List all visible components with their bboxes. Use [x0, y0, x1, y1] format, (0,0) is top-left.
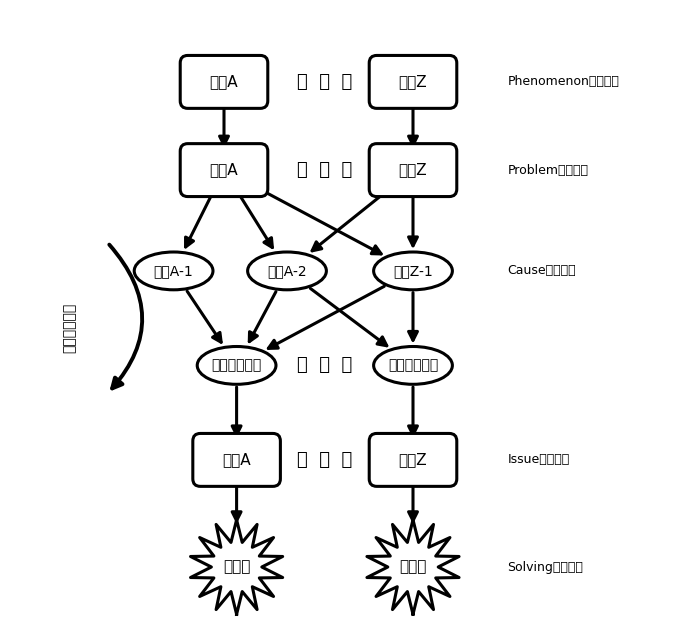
Text: 課題A: 課題A [223, 452, 251, 467]
Ellipse shape [248, 252, 326, 290]
Polygon shape [190, 520, 283, 614]
Text: 解決策: 解決策 [223, 559, 251, 575]
Text: ・  ・  ・: ・ ・ ・ [298, 161, 352, 179]
FancyArrowPatch shape [109, 244, 142, 389]
Text: Problem（問題）: Problem（問題） [508, 164, 589, 176]
Text: 問題A: 問題A [210, 163, 238, 178]
FancyBboxPatch shape [180, 144, 268, 197]
Text: Cause（原因）: Cause（原因） [508, 265, 576, 277]
Ellipse shape [374, 252, 452, 290]
Text: 原因A-1: 原因A-1 [154, 264, 193, 278]
Text: 原因の掘下げ: 原因の掘下げ [62, 302, 76, 353]
FancyBboxPatch shape [180, 55, 268, 108]
Ellipse shape [374, 346, 452, 384]
Text: Issue（課題）: Issue（課題） [508, 454, 570, 466]
Polygon shape [367, 520, 459, 614]
Text: 現象A: 現象A [210, 74, 238, 89]
Text: 原因Z-1: 原因Z-1 [393, 264, 433, 278]
Text: 課題Z: 課題Z [399, 452, 427, 467]
Text: 根っこの原因: 根っこの原因 [211, 358, 262, 372]
Ellipse shape [197, 346, 276, 384]
Text: Solving（解決）: Solving（解決） [508, 561, 583, 573]
Text: 根っこの原因: 根っこの原因 [388, 358, 438, 372]
FancyBboxPatch shape [369, 55, 457, 108]
Text: 解決策: 解決策 [399, 559, 427, 575]
Text: ・  ・  ・: ・ ・ ・ [298, 451, 352, 469]
Text: 原因A-2: 原因A-2 [267, 264, 307, 278]
Text: ・  ・  ・: ・ ・ ・ [298, 73, 352, 91]
Text: 問題Z: 問題Z [399, 163, 427, 178]
Ellipse shape [134, 252, 213, 290]
Text: ・  ・  ・: ・ ・ ・ [298, 357, 352, 374]
FancyBboxPatch shape [369, 433, 457, 486]
FancyBboxPatch shape [369, 144, 457, 197]
Text: Phenomenon（現象）: Phenomenon（現象） [508, 76, 620, 88]
Text: 現象Z: 現象Z [399, 74, 427, 89]
FancyBboxPatch shape [193, 433, 281, 486]
